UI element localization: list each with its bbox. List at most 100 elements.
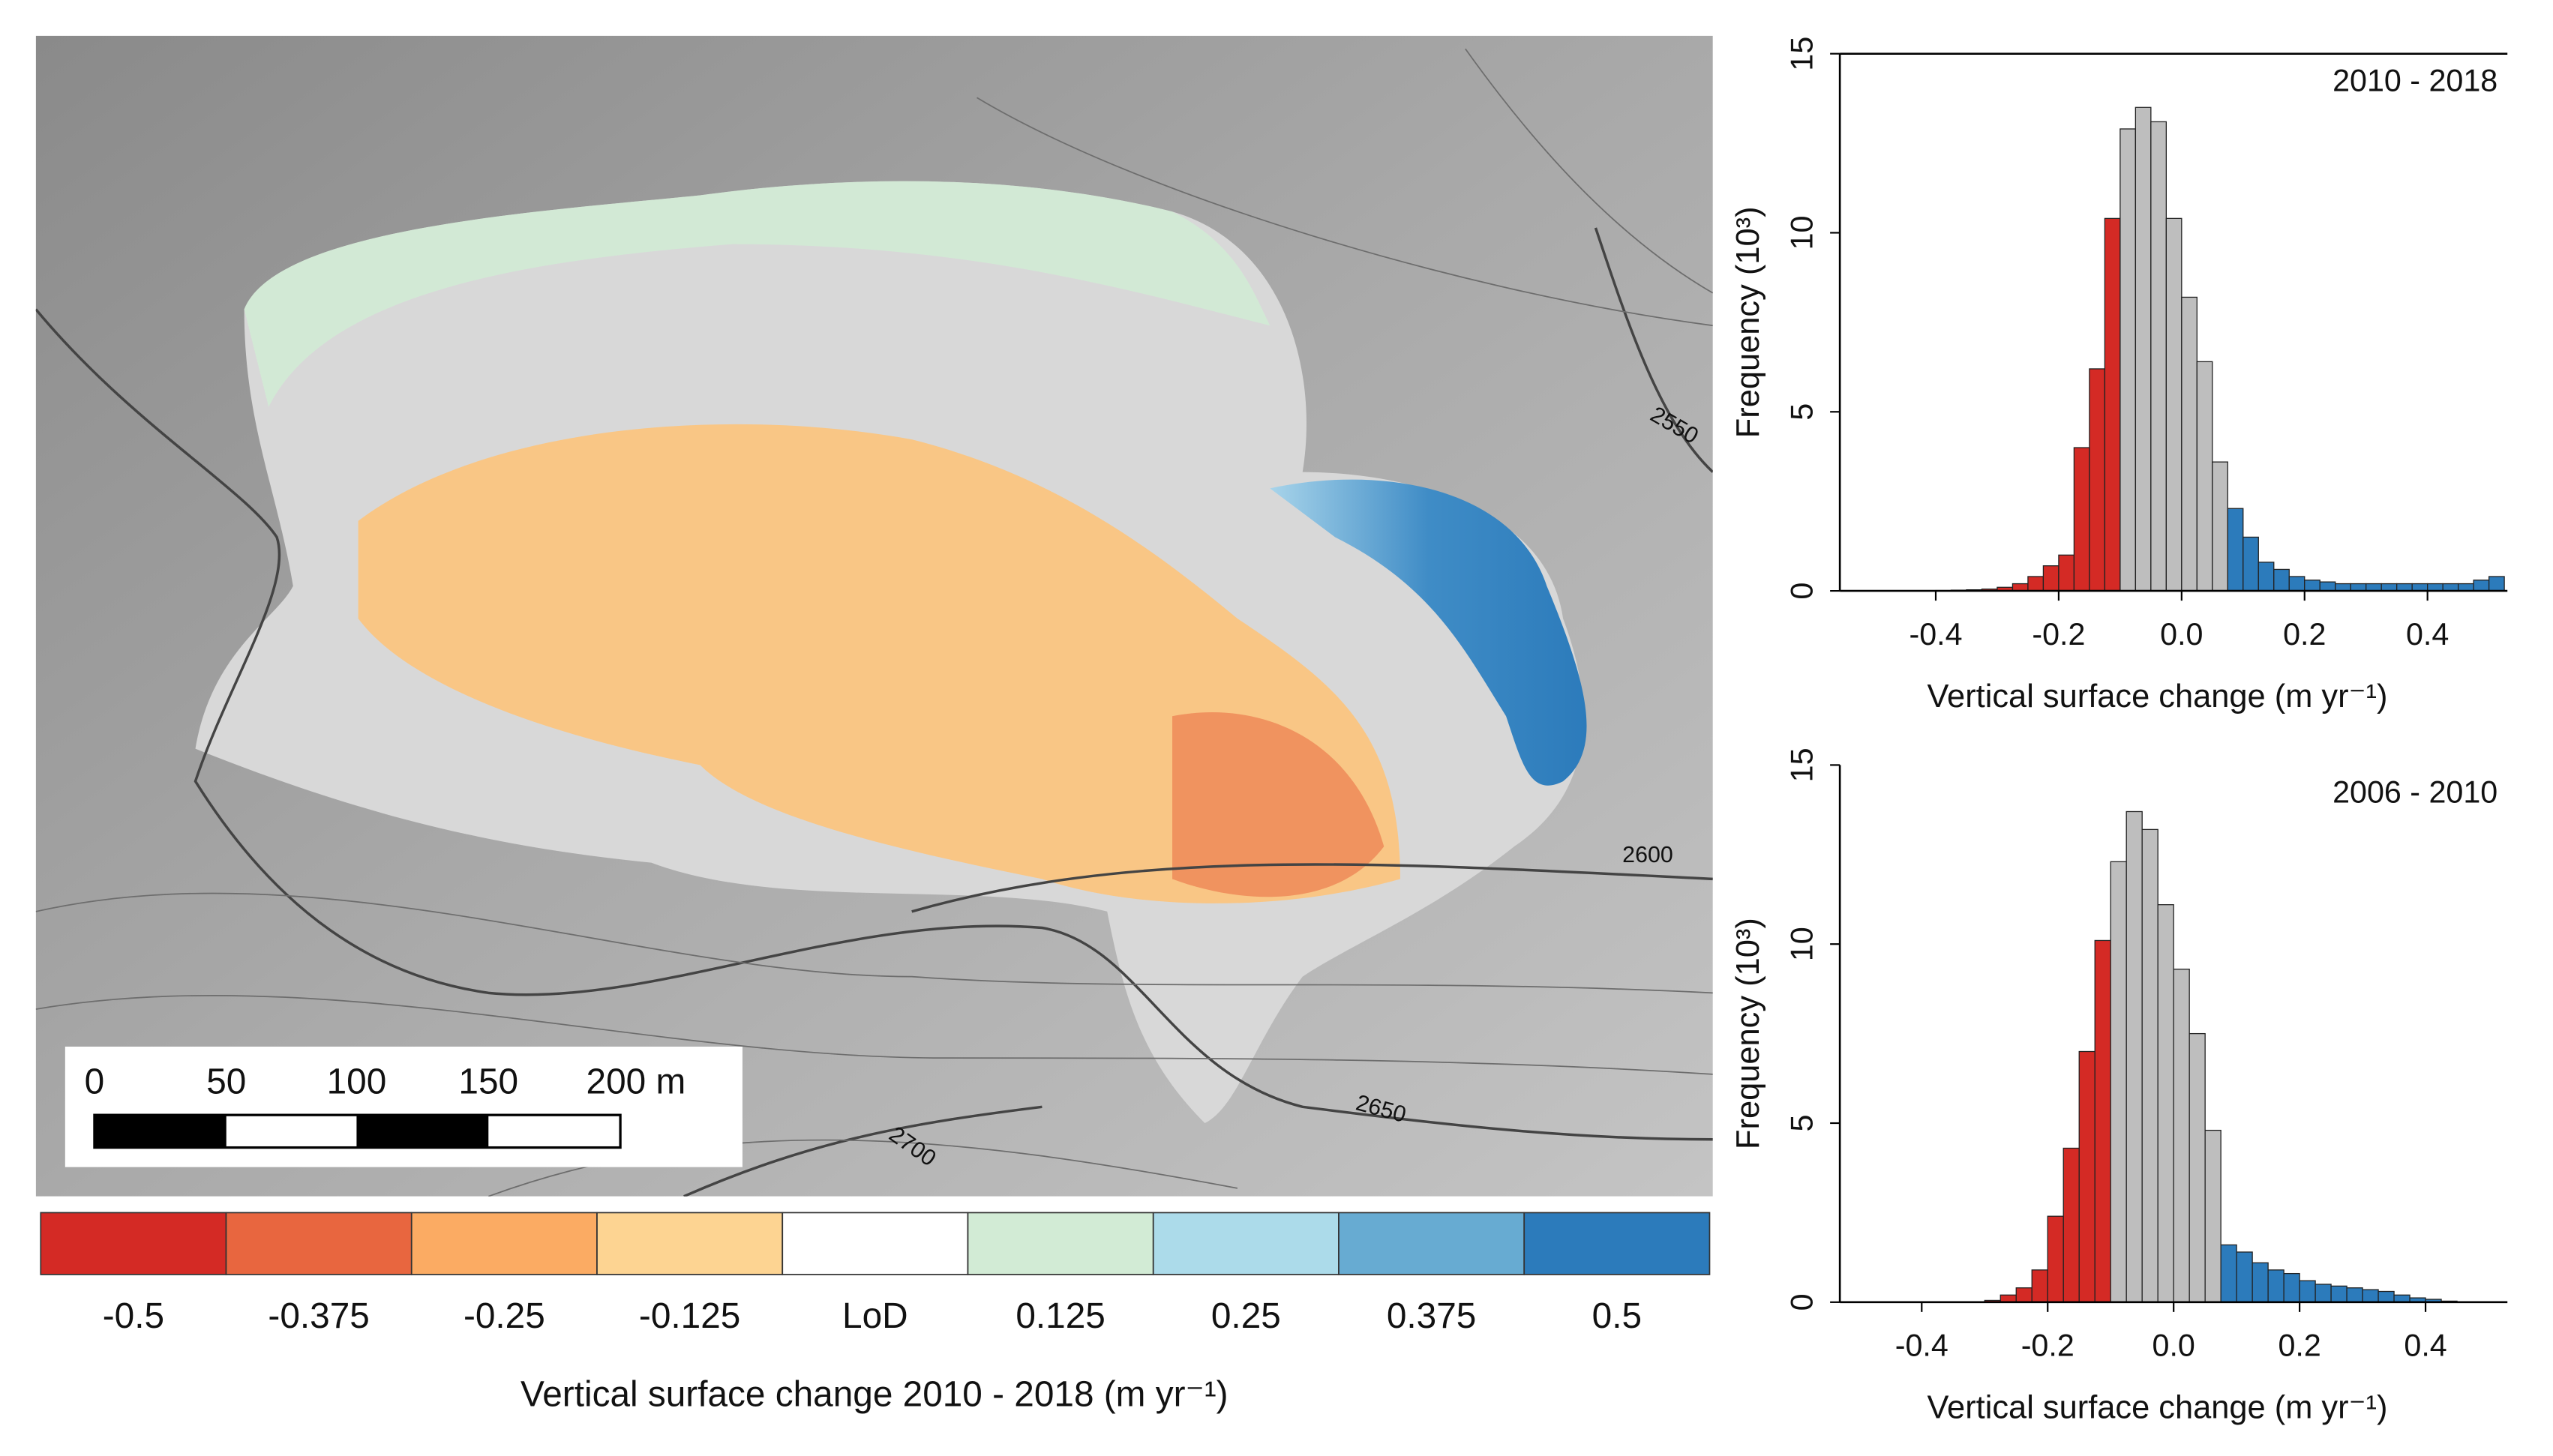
bar xyxy=(2273,568,2290,592)
colorbar-swatch xyxy=(410,1212,598,1275)
bars xyxy=(1984,810,2458,1302)
colorbar-swatch xyxy=(782,1212,969,1275)
x-tick-label: -0.4 xyxy=(1909,617,1962,652)
bar xyxy=(2442,583,2459,592)
bar xyxy=(2031,1269,2048,1302)
contours xyxy=(35,227,1713,1197)
x-tick-label: 0.4 xyxy=(2406,617,2449,652)
x-tick-label: -0.4 xyxy=(1895,1329,1948,1363)
x-tick-label: 0.4 xyxy=(2404,1329,2446,1363)
scale-bar-segment xyxy=(94,1115,226,1148)
bar xyxy=(2181,296,2198,592)
bar xyxy=(2196,361,2213,592)
bar xyxy=(2380,583,2398,592)
bar xyxy=(2283,1272,2300,1302)
colorbar-swatch xyxy=(225,1212,412,1275)
y-tick-label: 10 xyxy=(1784,216,1819,250)
bar xyxy=(2350,583,2367,592)
scale-label: 100 xyxy=(327,1062,387,1102)
y-axis-label: Frequency (10³) xyxy=(1730,918,1766,1149)
bar xyxy=(2319,581,2336,592)
bars xyxy=(1935,106,2505,592)
colorbar-title: Vertical surface change 2010 - 2018 (m y… xyxy=(520,1374,1228,1414)
x-tick-label: 0.0 xyxy=(2152,1329,2195,1363)
bar xyxy=(2015,1287,2032,1302)
bar xyxy=(2299,1280,2316,1302)
y-tick-label: 15 xyxy=(1784,747,1819,782)
colorbar-swatch xyxy=(596,1212,784,1275)
bar xyxy=(2366,583,2382,592)
bar xyxy=(2411,583,2428,592)
colorbar-label: -0.375 xyxy=(268,1296,369,1336)
gain-zone xyxy=(244,181,1270,407)
colorbar-swatch xyxy=(1523,1212,1711,1275)
y-tick-label: 10 xyxy=(1784,927,1819,961)
bar xyxy=(2362,1289,2379,1302)
bar xyxy=(2110,861,2127,1302)
histogram: -0.4 -0.2 0.0 0.2 0.4 0 5 10 15 Vertical surface … xyxy=(1730,37,2508,715)
panel-label: 2010 - 2018 xyxy=(2332,64,2498,98)
bar xyxy=(2488,576,2505,592)
bar xyxy=(2089,368,2106,592)
bar xyxy=(2204,1129,2222,1302)
bar xyxy=(2042,565,2060,592)
contour-label: 2600 xyxy=(1622,842,1673,867)
bar xyxy=(2427,583,2444,592)
x-tick-label: 0.2 xyxy=(2278,1329,2320,1363)
colorbar-label: LoD xyxy=(842,1296,908,1336)
colorbar-label: 0.375 xyxy=(1387,1296,1476,1336)
bar xyxy=(2047,1215,2064,1302)
x-tick-label: 0.0 xyxy=(2160,617,2203,652)
bar xyxy=(2062,1147,2080,1302)
y-tick-label: 5 xyxy=(1784,403,1819,421)
bar xyxy=(2094,939,2111,1302)
bar xyxy=(2473,580,2490,592)
y-tick-label: 15 xyxy=(1784,37,1819,71)
bar xyxy=(2393,1294,2410,1302)
colorbar-swatch xyxy=(967,1212,1154,1275)
colorbar-label: 0.125 xyxy=(1016,1296,1105,1336)
bar xyxy=(2457,583,2474,592)
loss-zone-strong xyxy=(1172,712,1384,897)
bar xyxy=(2104,217,2121,592)
bar xyxy=(2078,1050,2096,1302)
panel-label: 2006 - 2010 xyxy=(2332,774,2498,809)
bar xyxy=(2304,580,2320,592)
loss-zone xyxy=(358,424,1400,903)
bar xyxy=(2288,576,2306,592)
colorbar-swatch xyxy=(1338,1212,1526,1275)
scale-bar-segment xyxy=(356,1115,489,1148)
map: 2550 2600 2650 2700 0 50 100 150 200 m xyxy=(35,35,1713,1197)
bar xyxy=(2220,1244,2237,1302)
bar xyxy=(2378,1290,2395,1302)
colorbar-label: -0.125 xyxy=(639,1296,740,1336)
bar xyxy=(2120,128,2137,592)
colorbar-label: 0.25 xyxy=(1211,1296,1281,1336)
x-axis-label: Vertical surface change (m yr⁻¹) xyxy=(1928,1390,2388,1426)
y-tick-label: 5 xyxy=(1784,1115,1819,1132)
x-tick-label: -0.2 xyxy=(2021,1329,2074,1363)
bar xyxy=(2073,447,2090,592)
bar xyxy=(2012,583,2029,592)
colorbar-label: 0.5 xyxy=(1592,1296,1642,1336)
x-tick-label: -0.2 xyxy=(2032,617,2085,652)
bar xyxy=(2000,1294,2017,1302)
advance-zone xyxy=(1270,479,1587,786)
bar xyxy=(2212,461,2228,592)
bar xyxy=(2330,1285,2348,1302)
bar xyxy=(2141,828,2158,1302)
y-tick-label: 0 xyxy=(1784,1293,1819,1311)
scale-label: 200 m xyxy=(586,1062,686,1102)
bar xyxy=(2236,1251,2253,1302)
bar xyxy=(2165,217,2182,592)
colorbar-label: -0.5 xyxy=(103,1296,164,1336)
x-axis-label: Vertical surface change (m yr⁻¹) xyxy=(1928,679,2388,715)
bar xyxy=(2267,1269,2284,1302)
bar xyxy=(2314,1284,2332,1302)
bar xyxy=(2242,536,2259,592)
y-axis-label: Frequency (10³) xyxy=(1730,206,1766,438)
scale-label: 50 xyxy=(206,1062,246,1102)
bar xyxy=(2258,562,2275,592)
colorbar-label: -0.25 xyxy=(464,1296,545,1336)
